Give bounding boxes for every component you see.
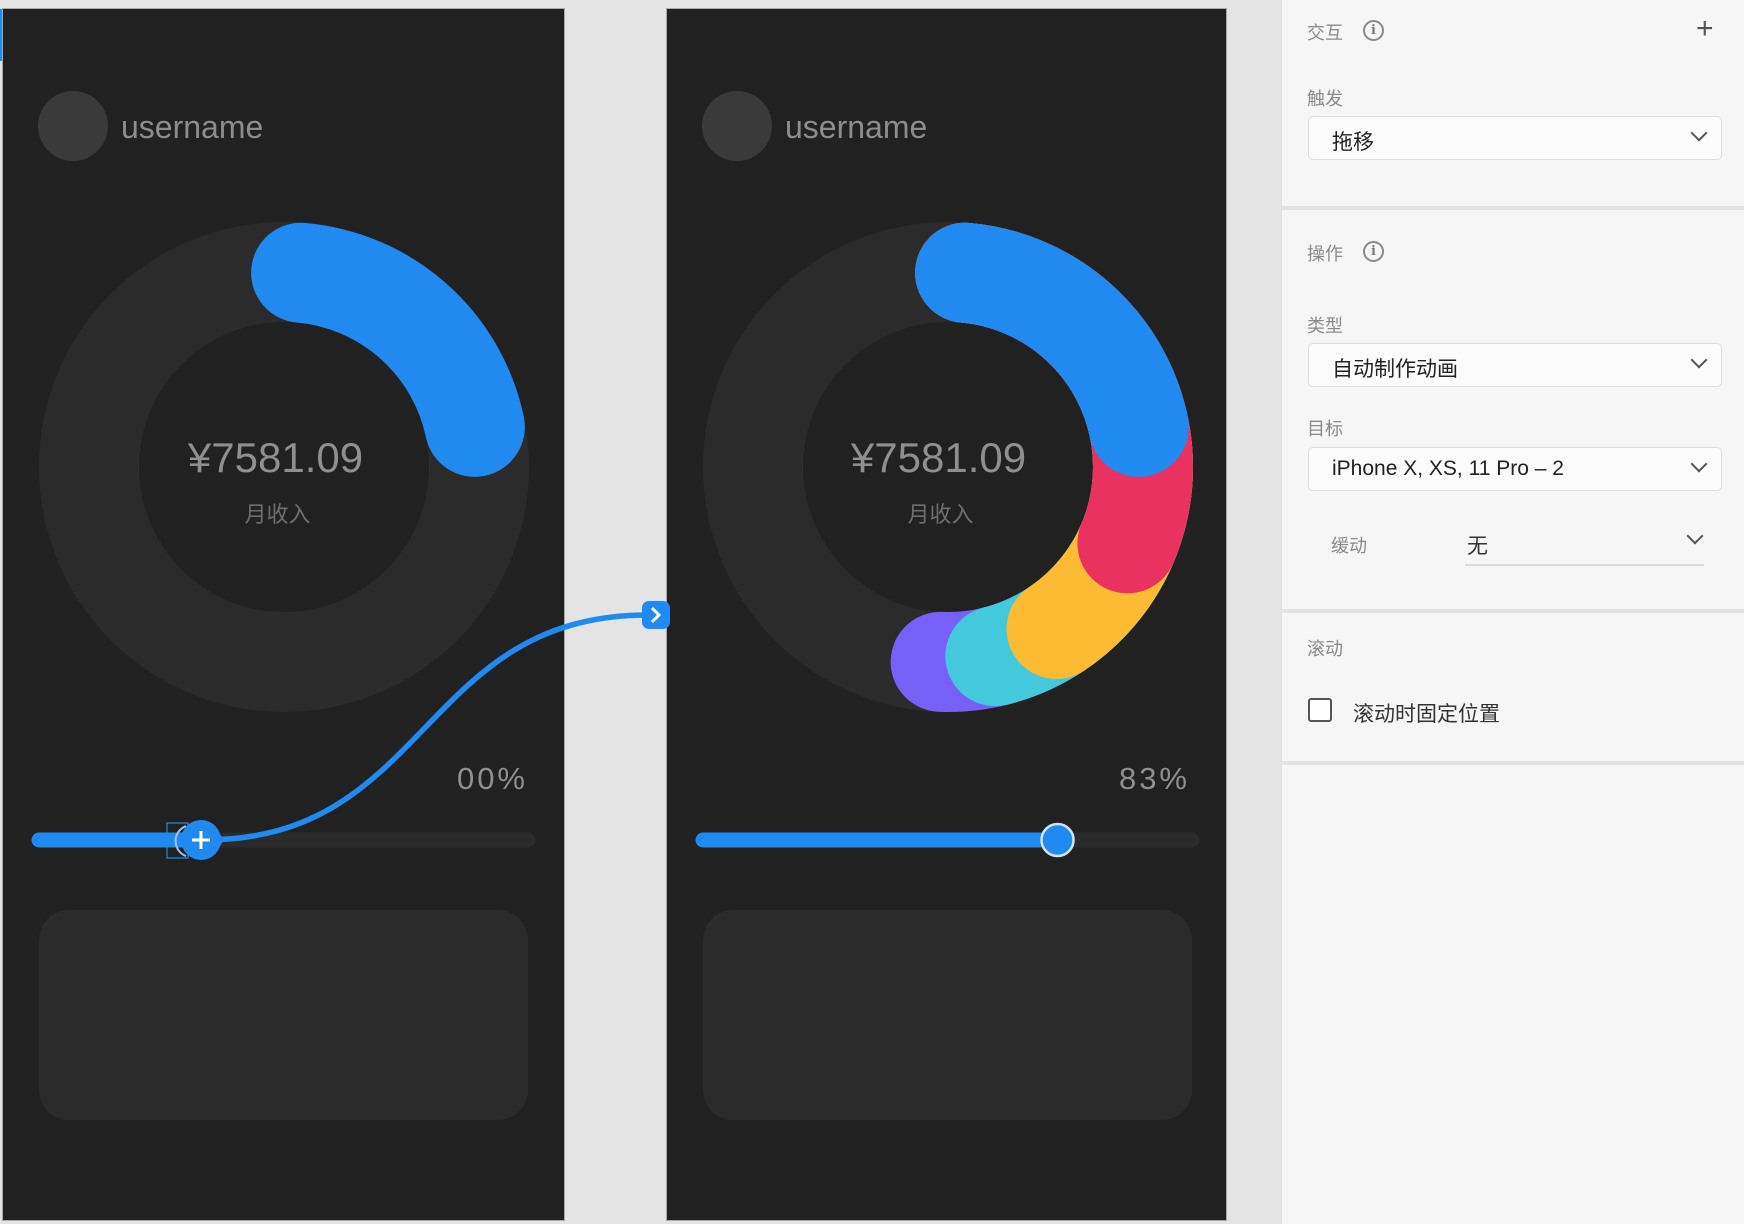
chevron-down-icon bbox=[1690, 124, 1708, 142]
section-divider bbox=[1282, 761, 1744, 765]
ring-segment bbox=[915, 222, 1189, 477]
type-label: 类型 bbox=[1307, 316, 1343, 336]
scroll-title: 滚动 bbox=[1307, 639, 1343, 659]
artboard-2[interactable]: username ¥7581.09 月收入 83% bbox=[667, 9, 1226, 1220]
trigger-value: 拖移 bbox=[1332, 131, 1374, 154]
content-card bbox=[39, 910, 528, 1120]
target-value: iPhone X, XS, 11 Pro – 2 bbox=[1332, 457, 1564, 480]
chevron-down-icon bbox=[1690, 455, 1708, 473]
type-value: 自动制作动画 bbox=[1332, 358, 1458, 381]
easing-value: 无 bbox=[1467, 535, 1488, 558]
fix-position-label[interactable]: 滚动时固定位置 bbox=[1353, 703, 1500, 726]
plus-icon[interactable]: + bbox=[1696, 12, 1714, 45]
slider-thumb[interactable] bbox=[1040, 822, 1075, 858]
trigger-label: 触发 bbox=[1307, 89, 1343, 109]
ring-segment bbox=[251, 222, 525, 477]
type-dropdown[interactable]: 自动制作动画 bbox=[1308, 343, 1722, 387]
username: username bbox=[121, 109, 264, 145]
wire-target-tab[interactable] bbox=[642, 601, 670, 629]
chevron-right-icon bbox=[650, 606, 662, 624]
avatar bbox=[702, 91, 772, 161]
chevron-down-icon bbox=[1686, 527, 1704, 545]
income-amount: ¥7581.09 bbox=[187, 434, 364, 481]
selection-indicator bbox=[0, 9, 3, 61]
section-divider bbox=[1282, 206, 1744, 210]
fix-position-checkbox[interactable] bbox=[1308, 698, 1332, 722]
slider[interactable] bbox=[667, 9, 1226, 1220]
donut-ring bbox=[703, 222, 1193, 712]
target-dropdown[interactable]: iPhone X, XS, 11 Pro – 2 bbox=[1308, 447, 1722, 491]
avatar bbox=[38, 91, 108, 161]
income-amount: ¥7581.09 bbox=[850, 434, 1027, 481]
action-title: 操作 bbox=[1307, 244, 1343, 264]
info-icon[interactable]: i bbox=[1363, 241, 1384, 262]
income-label: 月收入 bbox=[907, 502, 974, 527]
percent-text: 83% bbox=[1118, 761, 1190, 796]
easing-dropdown[interactable]: 无 bbox=[1465, 522, 1704, 566]
username: username bbox=[785, 109, 928, 145]
section-divider bbox=[1282, 609, 1744, 613]
income-label: 月收入 bbox=[244, 502, 311, 527]
trigger-dropdown[interactable]: 拖移 bbox=[1308, 116, 1722, 160]
artboard-1[interactable]: username ¥7581.09 月收入 00% bbox=[3, 9, 564, 1220]
easing-label: 缓动 bbox=[1331, 536, 1367, 556]
target-label: 目标 bbox=[1307, 419, 1343, 439]
chevron-down-icon bbox=[1690, 351, 1708, 369]
info-icon[interactable]: i bbox=[1363, 20, 1384, 41]
interaction-title: 交互 bbox=[1307, 23, 1343, 43]
content-card bbox=[703, 910, 1192, 1120]
interaction-panel: 交互 i + 触发 拖移 操作 i 类型 自动制作动画 目标 iPhone X,… bbox=[1281, 0, 1744, 1224]
